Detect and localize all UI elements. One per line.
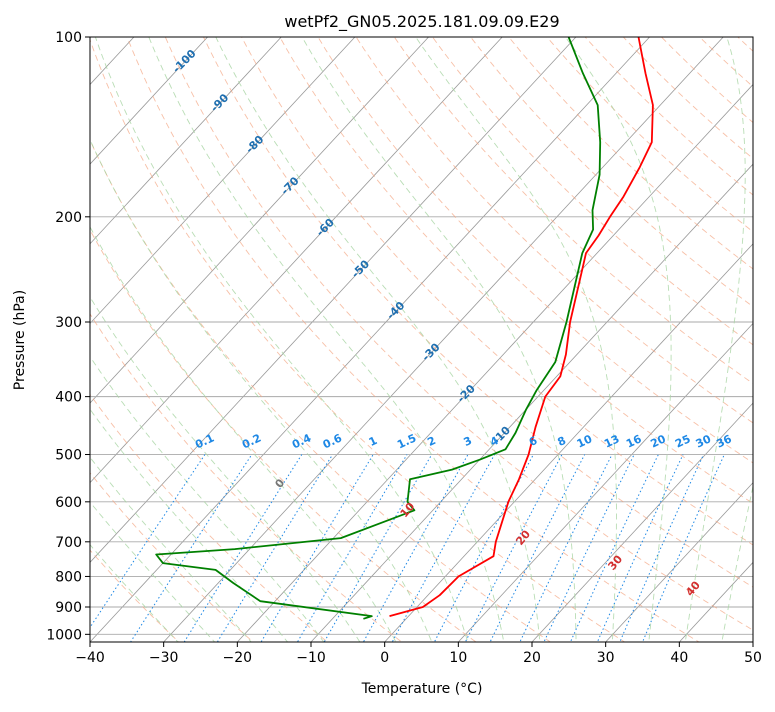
x-tick-label: 0	[380, 650, 389, 666]
x-tick-label: 40	[670, 650, 688, 666]
x-tick-label: −10	[296, 650, 326, 666]
x-tick-label: 50	[744, 650, 762, 666]
y-tick-label: 400	[55, 390, 82, 406]
y-tick-label: 1000	[46, 627, 82, 643]
x-tick-label: −40	[75, 650, 105, 666]
x-axis-label: Temperature (°C)	[361, 681, 483, 697]
y-tick-label: 700	[55, 535, 82, 551]
y-tick-label: 300	[55, 315, 82, 331]
y-tick-label: 600	[55, 495, 82, 511]
x-tick-label: −20	[223, 650, 253, 666]
x-tick-label: −30	[149, 650, 179, 666]
x-tick-label: 20	[523, 650, 541, 666]
chart-title: wetPf2_GN05.2025.181.09.09.E29	[284, 12, 559, 32]
y-tick-label: 800	[55, 569, 82, 585]
y-tick-label: 900	[55, 600, 82, 616]
x-tick-label: 10	[449, 650, 467, 666]
y-tick-label: 500	[55, 448, 82, 464]
y-tick-label: 100	[55, 30, 82, 46]
y-tick-label: 200	[55, 210, 82, 226]
x-tick-label: 30	[597, 650, 615, 666]
y-axis-label: Pressure (hPa)	[12, 290, 28, 390]
